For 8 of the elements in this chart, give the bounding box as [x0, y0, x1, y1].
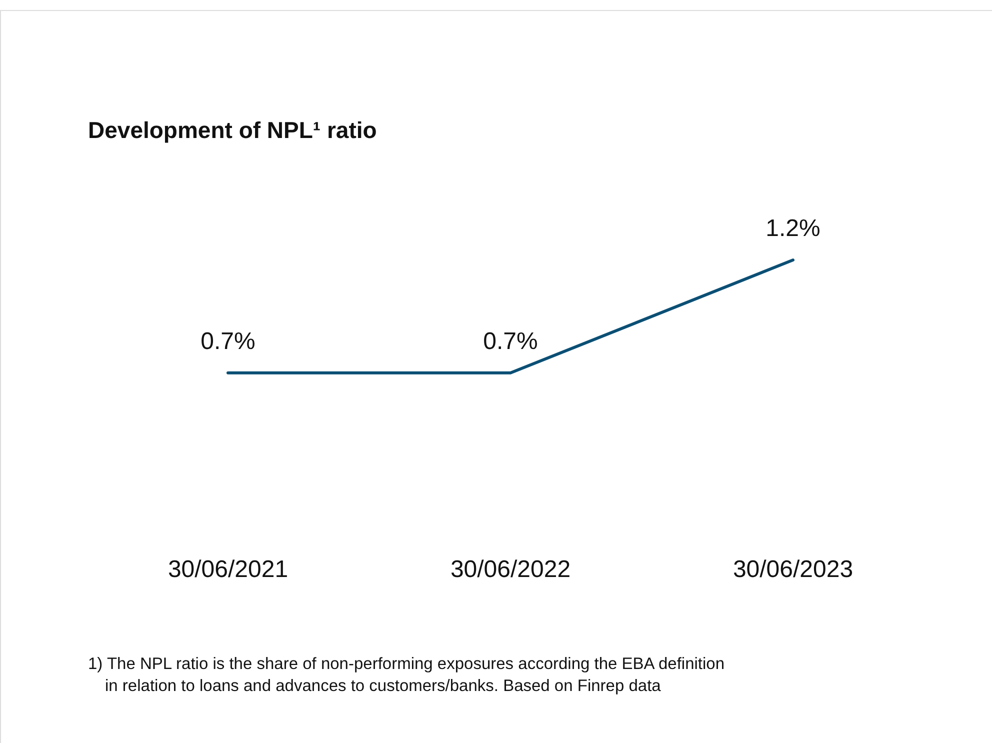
- x-tick-label: 30/06/2022: [450, 556, 571, 583]
- text: 1) The NPL ratio is the share of non-performing exposures according the EBA definition in relation to loans and advances to customers/banks. Based on Finrep data: [88, 655, 725, 695]
- data-label: 0.7%: [200, 328, 256, 355]
- chart-title: Development of NPL¹ ratio: [88, 117, 377, 143]
- x-tick-label: 30/06/2021: [168, 556, 288, 583]
- data-label: 1.2%: [766, 215, 820, 242]
- x-tick-label: 30/06/2023: [732, 556, 854, 583]
- data-label: 0.7%: [483, 328, 538, 355]
